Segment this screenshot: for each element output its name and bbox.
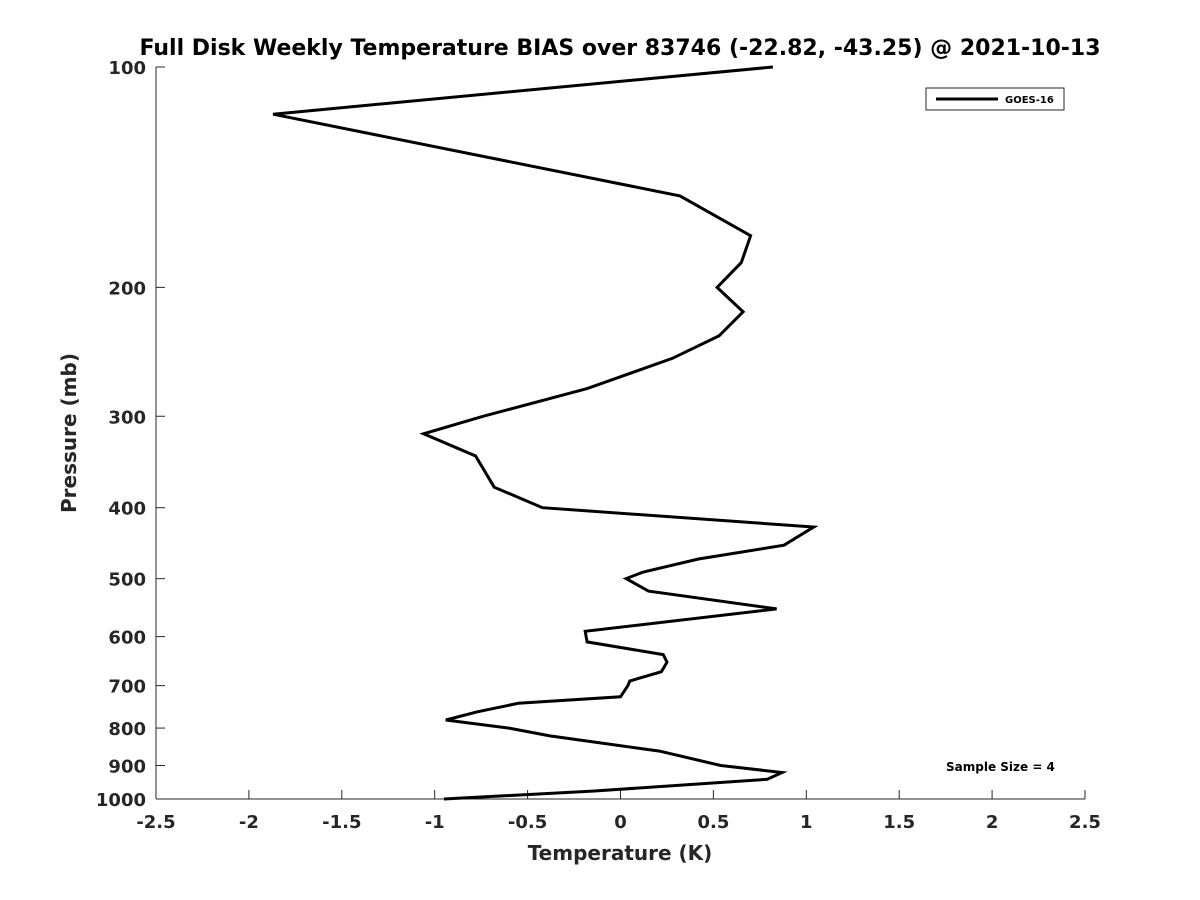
x-tick-label: -2.5 [136, 812, 175, 833]
x-tick-label: -2 [239, 812, 259, 833]
x-tick-label: -1.5 [322, 812, 361, 833]
x-tick-label: 2 [986, 812, 999, 833]
x-tick-label: 2.5 [1069, 812, 1101, 833]
x-tick-label: -0.5 [508, 812, 547, 833]
x-tick-label: 0.5 [697, 812, 729, 833]
plot-area-frame [156, 67, 1085, 799]
y-axis-label: Pressure (mb) [57, 353, 81, 513]
chart-title: Full Disk Weekly Temperature BIAS over 8… [139, 36, 1100, 61]
y-tick-label: 100 [108, 58, 146, 79]
x-tick-label: 1 [800, 812, 813, 833]
sample-size-annotation: Sample Size = 4 [946, 760, 1055, 774]
x-tick-label: 0 [614, 812, 627, 833]
y-tick-label: 200 [108, 278, 146, 299]
y-axis-ticks: 100 200 300 400 500 600 700 800 900 1000 [96, 58, 165, 811]
series-layer [272, 65, 819, 801]
x-tick-label: -1 [425, 812, 445, 833]
x-axis-label: Temperature (K) [528, 841, 713, 865]
x-tick-label: 1.5 [883, 812, 915, 833]
y-tick-label: 800 [108, 719, 146, 740]
y-tick-label: 600 [108, 628, 146, 649]
legend: GOES-16 [925, 87, 1065, 111]
y-tick-label: 400 [108, 499, 146, 520]
y-tick-label: 1000 [96, 790, 146, 811]
x-axis-ticks: -2.5 -2 -1.5 -1 -0.5 0 0.5 1 1.5 2 2.5 [136, 790, 1101, 833]
series-line-goes-16 [272, 65, 819, 801]
y-tick-label: 900 [108, 757, 146, 778]
y-tick-label: 500 [108, 570, 146, 591]
y-tick-label: 300 [108, 407, 146, 428]
y-tick-label: 700 [108, 677, 146, 698]
legend-label-goes-16: GOES-16 [1005, 95, 1054, 106]
